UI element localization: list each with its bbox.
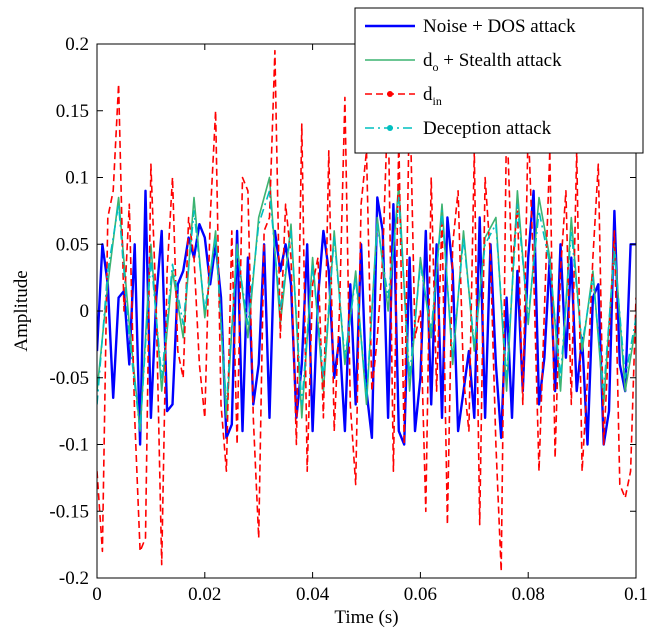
x-tick-label: 0.08 [512,584,545,605]
tick-layer: 0 0.02 0.04 0.06 0.08 0.1 -0.2 -0.15 -0.1 -0.05 0 0… [49,34,647,605]
y-tick-label: -0.2 [59,568,89,589]
legend-marker-4 [387,125,393,131]
legend-label-main: d [423,84,433,105]
x-tick-label: 0.02 [188,584,221,605]
x-tick-label: 0.04 [296,584,330,605]
y-tick-label: -0.1 [59,435,89,456]
x-axis-label: Time (s) [334,607,398,628]
y-tick-label: -0.15 [49,501,89,522]
series-line-4 [97,190,636,432]
y-tick-label: 0.2 [65,34,89,55]
series-line-3 [97,49,636,573]
legend-label-1: Noise + DOS attack [423,16,576,37]
y-tick-label: 0.15 [56,101,89,122]
legend-label-rest: + Stealth attack [439,50,563,71]
legend-marker-3 [387,91,393,97]
y-tick-label: -0.05 [49,368,89,389]
legend-label-2: do + Stealth attack [423,50,562,74]
y-tick-label: 0 [80,301,90,322]
x-tick-label: 0.06 [404,584,437,605]
legend-label-main: Deception attack [423,118,552,139]
series-layer [97,49,636,573]
legend-label-subscript: in [433,94,442,108]
legend-label-4: Deception attack [423,118,552,139]
legend-label-main: d [423,50,433,71]
x-tick-label: 0.1 [624,584,648,605]
y-axis-label: Amplitude [11,270,32,351]
legend-label-main: Noise + DOS attack [423,16,576,37]
legend-label-subscript: o [433,60,439,74]
legend-box [354,7,644,154]
y-tick-label: 0.1 [65,168,89,189]
y-tick-label: 0.05 [56,234,89,255]
legend-label-3: din [423,84,442,108]
x-tick-label: 0 [92,584,102,605]
